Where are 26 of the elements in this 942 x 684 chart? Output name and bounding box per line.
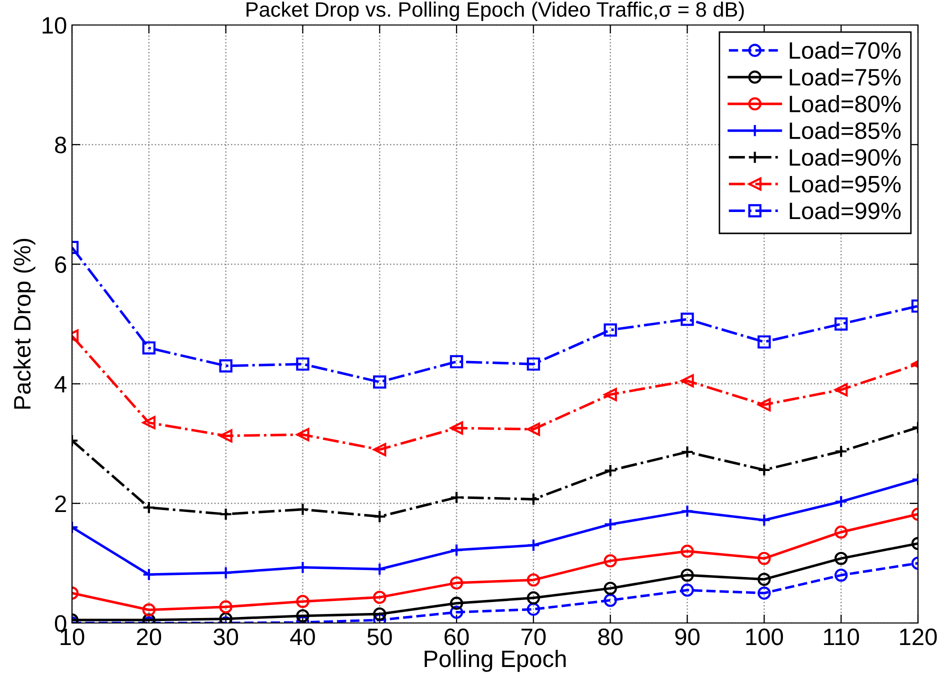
x-tick-label: 30 <box>214 628 238 646</box>
x-tick-label: 110 <box>824 628 859 646</box>
x-tick-label: 100 <box>746 628 783 646</box>
legend-label: Load=90% <box>790 148 901 166</box>
y-tick-label: 2 <box>55 495 66 512</box>
y-tick-label: 10 <box>42 17 66 34</box>
y-axis-title: Packet Drop (%) <box>13 238 36 409</box>
x-axis-title: Polling Epoch <box>424 650 566 672</box>
legend-label: Load=80% <box>790 94 901 112</box>
x-tick-label: 90 <box>675 628 700 646</box>
legend-label: Load=99% <box>790 202 901 220</box>
legend-label: Load=70% <box>790 42 901 59</box>
legend-label: Load=95% <box>790 175 901 193</box>
x-tick-label: 20 <box>136 628 162 646</box>
y-tick-label: 6 <box>55 256 66 273</box>
x-tick-label: 80 <box>598 628 623 646</box>
x-tick-label: 70 <box>522 628 546 646</box>
x-tick-label: 120 <box>900 628 937 646</box>
legend-label: Load=85% <box>790 122 901 140</box>
x-tick-label: 40 <box>290 628 315 646</box>
y-tick-label: 8 <box>55 136 66 154</box>
x-tick-label: 60 <box>444 628 469 646</box>
y-tick-label: 4 <box>54 376 66 392</box>
x-tick-label: 50 <box>367 628 392 646</box>
legend-label: Load=75% <box>790 68 901 86</box>
chart-title: Packet Drop vs. Polling Epoch (Video Traffic,σ = 8 dB) <box>246 2 744 21</box>
